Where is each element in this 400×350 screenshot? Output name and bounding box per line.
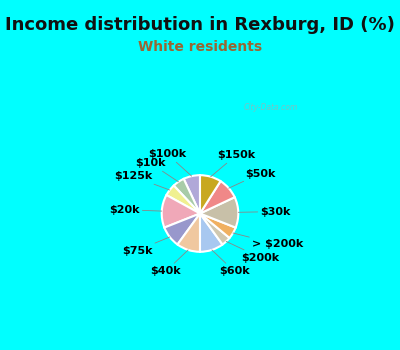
Wedge shape [184,175,200,214]
Text: $20k: $20k [109,205,162,215]
Text: $50k: $50k [229,168,276,188]
Wedge shape [200,197,238,228]
Wedge shape [200,214,222,252]
Text: Income distribution in Rexburg, ID (%): Income distribution in Rexburg, ID (%) [5,16,395,34]
Text: $125k: $125k [114,172,170,190]
Wedge shape [164,214,200,245]
Wedge shape [174,179,200,214]
Wedge shape [200,214,236,238]
Wedge shape [200,181,235,214]
Wedge shape [178,214,200,252]
Wedge shape [200,214,230,245]
Text: $100k: $100k [149,149,192,176]
Wedge shape [166,186,200,214]
Text: $10k: $10k [136,159,178,182]
Wedge shape [200,175,220,214]
Text: $150k: $150k [211,150,255,177]
Text: White residents: White residents [138,40,262,54]
Text: $200k: $200k [226,241,280,262]
Text: City-Data.com: City-Data.com [244,103,298,112]
Text: $60k: $60k [212,250,249,276]
Text: > $200k: > $200k [233,233,303,249]
Text: $40k: $40k [151,250,188,276]
Text: $30k: $30k [238,206,291,217]
Text: $75k: $75k [122,237,170,256]
Wedge shape [162,195,200,228]
